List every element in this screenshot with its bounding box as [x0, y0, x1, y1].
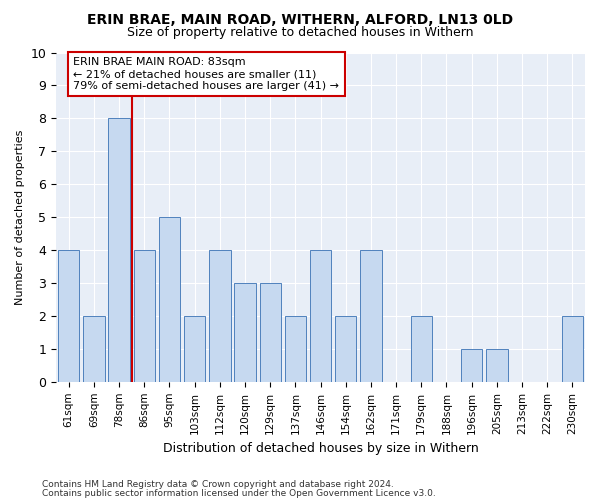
- Y-axis label: Number of detached properties: Number of detached properties: [15, 130, 25, 305]
- Bar: [335, 316, 356, 382]
- Bar: [410, 316, 432, 382]
- Bar: [184, 316, 205, 382]
- Text: ERIN BRAE MAIN ROAD: 83sqm
← 21% of detached houses are smaller (11)
79% of semi: ERIN BRAE MAIN ROAD: 83sqm ← 21% of deta…: [73, 58, 339, 90]
- Text: Contains HM Land Registry data © Crown copyright and database right 2024.: Contains HM Land Registry data © Crown c…: [42, 480, 394, 489]
- Bar: [260, 283, 281, 382]
- Bar: [209, 250, 230, 382]
- X-axis label: Distribution of detached houses by size in Withern: Distribution of detached houses by size …: [163, 442, 478, 455]
- Text: Size of property relative to detached houses in Withern: Size of property relative to detached ho…: [127, 26, 473, 39]
- Bar: [360, 250, 382, 382]
- Text: Contains public sector information licensed under the Open Government Licence v3: Contains public sector information licen…: [42, 490, 436, 498]
- Bar: [159, 217, 180, 382]
- Bar: [235, 283, 256, 382]
- Bar: [284, 316, 306, 382]
- Bar: [109, 118, 130, 382]
- Text: ERIN BRAE, MAIN ROAD, WITHERN, ALFORD, LN13 0LD: ERIN BRAE, MAIN ROAD, WITHERN, ALFORD, L…: [87, 12, 513, 26]
- Bar: [83, 316, 104, 382]
- Bar: [134, 250, 155, 382]
- Bar: [58, 250, 79, 382]
- Bar: [562, 316, 583, 382]
- Bar: [310, 250, 331, 382]
- Bar: [461, 349, 482, 382]
- Bar: [486, 349, 508, 382]
